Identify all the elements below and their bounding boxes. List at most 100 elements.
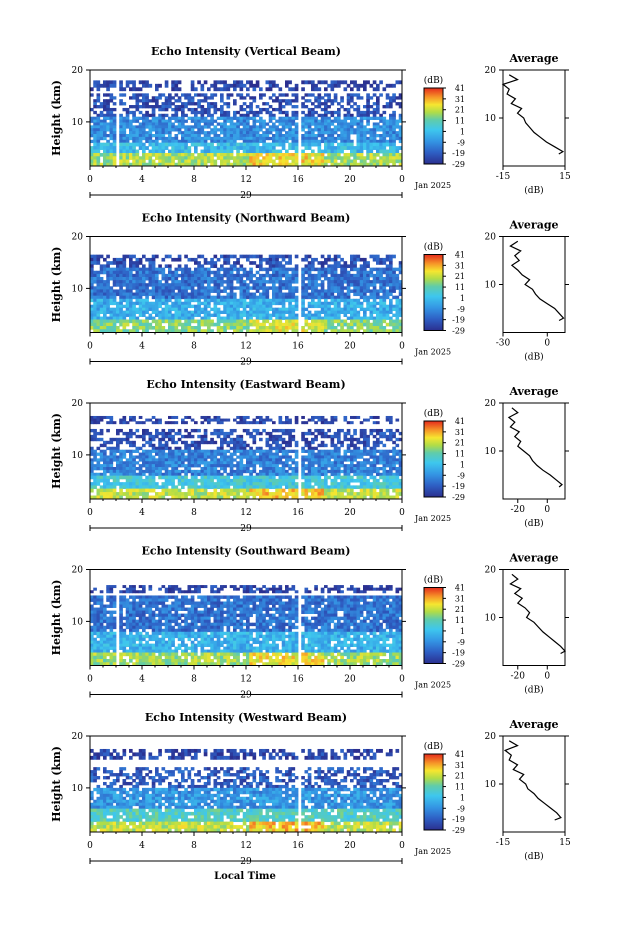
heatmap-cell xyxy=(194,122,198,125)
heatmap-cell xyxy=(152,140,156,143)
heatmap-cell xyxy=(155,277,159,281)
heatmap-cell xyxy=(106,268,110,272)
heatmap-cell xyxy=(155,128,159,131)
heatmap-cell xyxy=(119,137,123,140)
heatmap-cell xyxy=(253,280,257,284)
heatmap-cell xyxy=(256,458,260,461)
heatmap-cell xyxy=(311,143,315,147)
heatmap-cell xyxy=(149,274,153,278)
heatmap-cell xyxy=(318,289,322,293)
heatmap-cell xyxy=(178,105,182,108)
heatmap-cell xyxy=(90,299,94,302)
heatmap-cell xyxy=(123,317,127,320)
heatmap-cell xyxy=(314,461,318,464)
heatmap-cell xyxy=(230,120,234,123)
heatmap-cell xyxy=(379,143,383,147)
heatmap-cell xyxy=(314,311,318,314)
heatmap-cell xyxy=(204,108,208,111)
heatmap-cell xyxy=(396,314,400,317)
heatmap-cell xyxy=(168,117,172,120)
heatmap-cell xyxy=(266,108,270,111)
heatmap-cell xyxy=(324,299,328,302)
heatmap-cell xyxy=(194,450,198,453)
heatmap-cell xyxy=(123,160,127,164)
heatmap-cell xyxy=(106,299,110,302)
heatmap-cell xyxy=(227,323,231,327)
heatmap-cell xyxy=(142,264,146,268)
heatmap-cell xyxy=(214,305,218,308)
heatmap-cell xyxy=(113,96,117,99)
heatmap-cell xyxy=(321,441,325,444)
heatmap-cell xyxy=(158,153,162,157)
heatmap-cell xyxy=(181,140,185,143)
heatmap-cell xyxy=(272,421,276,424)
heatmap-cell xyxy=(129,464,133,467)
heatmap-cell xyxy=(97,261,101,265)
heatmap-cell xyxy=(396,150,400,154)
heatmap-cell xyxy=(103,134,107,137)
heatmap-cell xyxy=(129,302,133,305)
heatmap-cell xyxy=(334,308,338,311)
heatmap-cell xyxy=(139,128,143,131)
heatmap-cell xyxy=(220,153,224,157)
heatmap-cell xyxy=(142,156,146,160)
heatmap-cell xyxy=(259,450,263,453)
heatmap-cell xyxy=(376,153,380,157)
heatmap-cell xyxy=(376,258,380,262)
heatmap-cell xyxy=(210,320,214,324)
heatmap-cell xyxy=(334,117,338,120)
heatmap-cell xyxy=(152,444,156,447)
heatmap-cell xyxy=(233,84,237,88)
heatmap-cell xyxy=(279,286,283,290)
heatmap-cell xyxy=(311,464,315,467)
heatmap-cell xyxy=(285,93,289,96)
heatmap-cell xyxy=(220,105,224,108)
heatmap-cell xyxy=(344,274,348,278)
heatmap-cell xyxy=(217,80,221,84)
heatmap-cell xyxy=(301,150,305,154)
heatmap-cell xyxy=(110,143,114,147)
heatmap-cell xyxy=(337,293,341,297)
heatmap-cell xyxy=(113,268,117,272)
heatmap-cell xyxy=(139,435,143,438)
heatmap-cell xyxy=(249,140,253,143)
heatmap-cell xyxy=(360,293,364,297)
heatmap-cell xyxy=(331,314,335,317)
heatmap-cell xyxy=(308,277,312,281)
heatmap-cell xyxy=(110,80,114,84)
heatmap-cell xyxy=(142,314,146,317)
heatmap-cell xyxy=(113,296,117,300)
heatmap-cell xyxy=(279,261,283,265)
heatmap-cell xyxy=(126,432,130,435)
heatmap-cell xyxy=(373,108,377,111)
heatmap-cell xyxy=(275,429,279,432)
heatmap-cell xyxy=(230,283,234,287)
heatmap-cell xyxy=(123,305,127,308)
heatmap-cell xyxy=(347,134,351,137)
heatmap-cell xyxy=(90,108,94,111)
heatmap-cell xyxy=(266,296,270,300)
heatmap-cell xyxy=(204,314,208,317)
heatmap-cell xyxy=(314,84,318,88)
heatmap-cell xyxy=(373,140,377,143)
heatmap-cell xyxy=(334,320,338,324)
heatmap-cell xyxy=(347,137,351,140)
heatmap-cell xyxy=(353,146,357,150)
heatmap-cell xyxy=(132,80,136,84)
heatmap-cell xyxy=(210,156,214,160)
heatmap-cell xyxy=(366,271,370,275)
heatmap-cell xyxy=(246,464,250,467)
heatmap-cell xyxy=(386,461,390,464)
heatmap-cell xyxy=(201,455,205,458)
heatmap-cell xyxy=(197,280,201,284)
heatmap-cell xyxy=(142,299,146,302)
heatmap-cell xyxy=(288,289,292,293)
heatmap-cell xyxy=(331,99,335,102)
heatmap-cell xyxy=(90,153,94,157)
heatmap-cell xyxy=(113,122,117,125)
heatmap-cell xyxy=(103,93,107,96)
heatmap-cell xyxy=(279,274,283,278)
heatmap-cell xyxy=(194,146,198,150)
heatmap-cell xyxy=(103,458,107,461)
heatmap-cell xyxy=(90,314,94,317)
